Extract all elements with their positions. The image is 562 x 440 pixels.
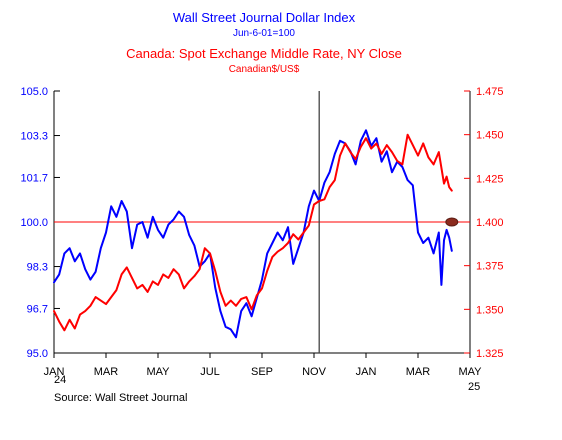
series-line-dollar-index — [53, 129, 453, 339]
left-tick-label-1: 103.3 — [20, 131, 48, 143]
chart-title-primary: Wall Street Journal Dollar Index — [173, 10, 356, 25]
x-year-label-25: 25 — [468, 381, 480, 393]
right-tick-label-4: 1.375 — [476, 261, 504, 273]
chart-title-secondary-subtitle: Canadian$/US$ — [229, 64, 300, 75]
x-tick-label-2: MAY — [146, 366, 170, 378]
chart-title-primary-subtitle: Jun-6-01=100 — [233, 28, 295, 39]
x-tick-label-8: MAY — [458, 366, 482, 378]
plot-layer: 105.0 103.3 101.7 100.0 98.3 96.7 95.0 1.475 1.4… — [20, 86, 503, 378]
left-tick-label-6: 95.0 — [27, 348, 48, 360]
right-tick-label-1: 1.450 — [476, 130, 504, 142]
right-tick-label-6: 1.325 — [476, 348, 504, 360]
left-tick-label-5: 96.7 — [27, 303, 48, 315]
right-tick-label-0: 1.475 — [476, 86, 504, 98]
chart-title-secondary: Canada: Spot Exchange Middle Rate, NY Cl… — [126, 46, 402, 61]
left-tick-label-0: 105.0 — [20, 86, 48, 98]
series-line-cad-rate — [53, 133, 453, 332]
left-tick-label-2: 101.7 — [20, 172, 48, 184]
x-tick-label-1: MAR — [94, 366, 119, 378]
right-tick-label-2: 1.425 — [476, 173, 504, 185]
x-tick-label-0: JAN — [44, 366, 65, 378]
x-tick-label-7: MAR — [406, 366, 431, 378]
x-tick-label-6: JAN — [356, 366, 377, 378]
right-tick-label-3: 1.400 — [476, 217, 504, 229]
right-tick-label-5: 1.350 — [476, 304, 504, 316]
x-tick-label-3: JUL — [200, 366, 220, 378]
left-tick-label-3: 100.0 — [20, 217, 48, 229]
x-tick-label-4: SEP — [251, 366, 273, 378]
x-year-label-24: 24 — [54, 374, 66, 386]
x-tick-label-5: NOV — [302, 366, 327, 378]
source-label: Source: Wall Street Journal — [54, 392, 187, 404]
left-tick-label-4: 98.3 — [27, 262, 48, 274]
end-marker — [445, 217, 459, 227]
